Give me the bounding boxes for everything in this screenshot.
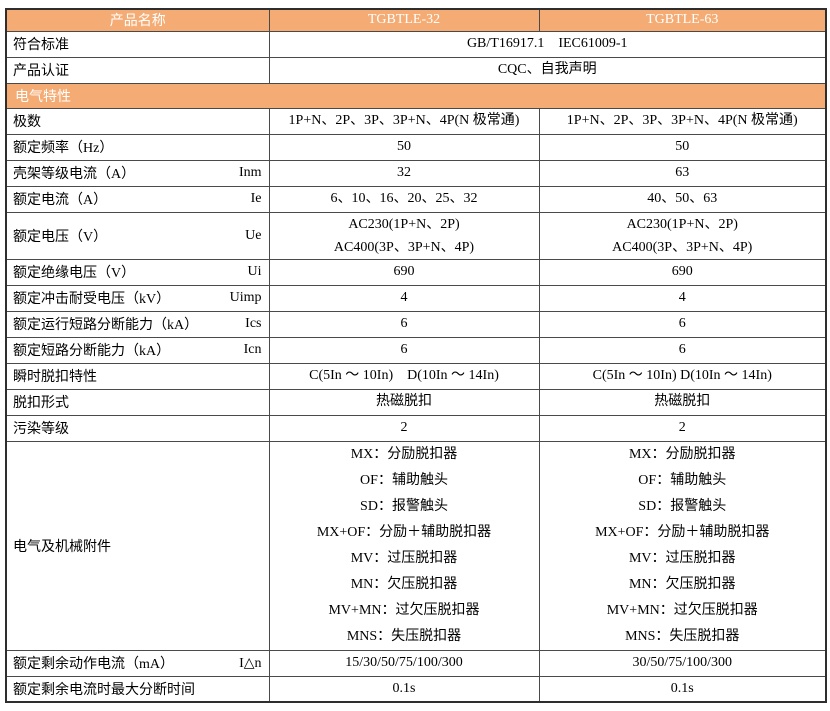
row-label: 污染等级	[13, 422, 69, 437]
row-max-breaking-time: 额定剩余电流时最大分断时间 0.1s 0.1s	[5, 675, 827, 703]
row-label: 额定剩余动作电流（mA）	[13, 657, 174, 672]
value-tgbtle63: 6	[538, 310, 827, 338]
row-ultimate-breaking-capacity: 额定短路分断能力（kA） Icn 6 6	[5, 336, 827, 364]
value-tgbtle63: 0.1s	[538, 675, 827, 703]
value-tgbtle32: C(5In ～ 10In) D(10In ～ 14In)	[268, 362, 540, 390]
value-tgbtle32: MX：分励脱扣器 OF：辅助触头 SD：报警触头 MX+OF：分励＋辅助脱扣器 …	[268, 440, 540, 651]
value-tgbtle63: 1P+N、2P、3P、3P+N、4P(N 极常通)	[538, 107, 827, 135]
row-label: 瞬时脱扣特性	[13, 370, 97, 385]
value-tgbtle32: 15/30/50/75/100/300	[268, 649, 540, 677]
row-label: 额定剩余电流时最大分断时间	[13, 682, 195, 698]
value-tgbtle32: 4	[268, 284, 540, 312]
row-certification: 产品认证 CQC、自我声明	[5, 56, 827, 84]
row-instantaneous-trip: 瞬时脱扣特性 C(5In ～ 10In) D(10In ～ 14In) C(5I…	[5, 362, 827, 390]
row-symbol: Inm	[238, 165, 262, 180]
row-symbol: Uimp	[229, 290, 262, 305]
header-product-name: 产品名称	[5, 8, 270, 32]
section-electrical-characteristics: 电气特性	[5, 82, 827, 109]
value-tgbtle63: 50	[538, 133, 827, 161]
value-tgbtle32: 6	[268, 336, 540, 364]
row-rated-frequency: 额定频率（Hz） 50 50	[5, 133, 827, 161]
header-model-tgbtle32: TGBTLE-32	[268, 8, 540, 32]
value-tgbtle32: 32	[268, 159, 540, 187]
value-tgbtle63: C(5In ～ 10In) D(10In ～ 14In)	[538, 362, 827, 390]
row-insulation-voltage: 额定绝缘电压（V） Ui 690 690	[5, 258, 827, 286]
row-label: 脱扣形式	[13, 396, 69, 411]
row-residual-operating-current: 额定剩余动作电流（mA） I△n 15/30/50/75/100/300 30/…	[5, 649, 827, 677]
row-label: 符合标准	[13, 38, 69, 53]
row-frame-current: 壳架等级电流（A） Inm 32 63	[5, 159, 827, 187]
value-tgbtle63: 690	[538, 258, 827, 286]
row-label: 额定电流（A）	[13, 193, 108, 208]
section-title: 电气特性	[5, 82, 827, 109]
value-tgbtle63: 热磁脱扣	[538, 388, 827, 416]
standards-value: GB/T16917.1 IEC61009-1	[268, 30, 827, 58]
row-symbol: Ui	[247, 264, 262, 279]
row-poles: 极数 1P+N、2P、3P、3P+N、4P(N 极常通) 1P+N、2P、3P、…	[5, 107, 827, 135]
value-tgbtle63: 63	[538, 159, 827, 187]
row-trip-type: 脱扣形式 热磁脱扣 热磁脱扣	[5, 388, 827, 416]
row-label: 极数	[13, 115, 41, 130]
row-label: 额定运行短路分断能力（kA）	[13, 318, 199, 333]
row-label: 产品认证	[13, 64, 69, 79]
table-header-row: 产品名称 TGBTLE-32 TGBTLE-63	[5, 8, 827, 32]
value-tgbtle32: 0.1s	[268, 675, 540, 703]
value-tgbtle32: 6	[268, 310, 540, 338]
row-rated-voltage: 额定电压（V） Ue AC230(1P+N、2P) AC400(3P、3P+N、…	[5, 211, 827, 260]
row-label: 额定绝缘电压（V）	[13, 266, 136, 281]
row-rated-current: 额定电流（A） Ie 6、10、16、20、25、32 40、50、63	[5, 185, 827, 213]
value-tgbtle32: 6、10、16、20、25、32	[268, 185, 540, 213]
value-tgbtle63: AC230(1P+N、2P) AC400(3P、3P+N、4P)	[538, 211, 827, 260]
row-accessories: 电气及机械附件 MX：分励脱扣器 OF：辅助触头 SD：报警触头 MX+OF：分…	[5, 440, 827, 651]
row-symbol: I△n	[239, 655, 262, 671]
value-tgbtle63: MX：分励脱扣器 OF：辅助触头 SD：报警触头 MX+OF：分励＋辅助脱扣器 …	[538, 440, 827, 651]
row-symbol: Icn	[243, 342, 262, 357]
certification-value: CQC、自我声明	[268, 56, 827, 84]
row-symbol: Ue	[245, 227, 262, 243]
row-symbol: Ie	[250, 191, 262, 206]
row-label: 额定电压（V）	[13, 229, 108, 245]
value-tgbtle63: 40、50、63	[538, 185, 827, 213]
value-tgbtle32: 2	[268, 414, 540, 442]
row-label: 额定冲击耐受电压（kV）	[13, 292, 171, 307]
row-label: 壳架等级电流（A）	[13, 167, 136, 182]
value-tgbtle63: 30/50/75/100/300	[538, 649, 827, 677]
header-model-tgbtle63: TGBTLE-63	[538, 8, 827, 32]
value-tgbtle63: 6	[538, 336, 827, 364]
value-tgbtle32: 1P+N、2P、3P、3P+N、4P(N 极常通)	[268, 107, 540, 135]
row-impulse-withstand-voltage: 额定冲击耐受电压（kV） Uimp 4 4	[5, 284, 827, 312]
value-tgbtle32: AC230(1P+N、2P) AC400(3P、3P+N、4P)	[268, 211, 540, 260]
row-label: 额定短路分断能力（kA）	[13, 344, 171, 359]
value-tgbtle63: 2	[538, 414, 827, 442]
product-spec-table: 产品名称 TGBTLE-32 TGBTLE-63 符合标准 GB/T16917.…	[5, 8, 827, 703]
value-tgbtle32: 热磁脱扣	[268, 388, 540, 416]
row-label: 电气及机械附件	[13, 539, 111, 555]
row-symbol: Ics	[245, 316, 262, 331]
row-pollution-degree: 污染等级 2 2	[5, 414, 827, 442]
value-tgbtle32: 690	[268, 258, 540, 286]
row-standards: 符合标准 GB/T16917.1 IEC61009-1	[5, 30, 827, 58]
row-service-breaking-capacity: 额定运行短路分断能力（kA） Ics 6 6	[5, 310, 827, 338]
value-tgbtle63: 4	[538, 284, 827, 312]
value-tgbtle32: 50	[268, 133, 540, 161]
row-label: 额定频率（Hz）	[13, 141, 114, 156]
